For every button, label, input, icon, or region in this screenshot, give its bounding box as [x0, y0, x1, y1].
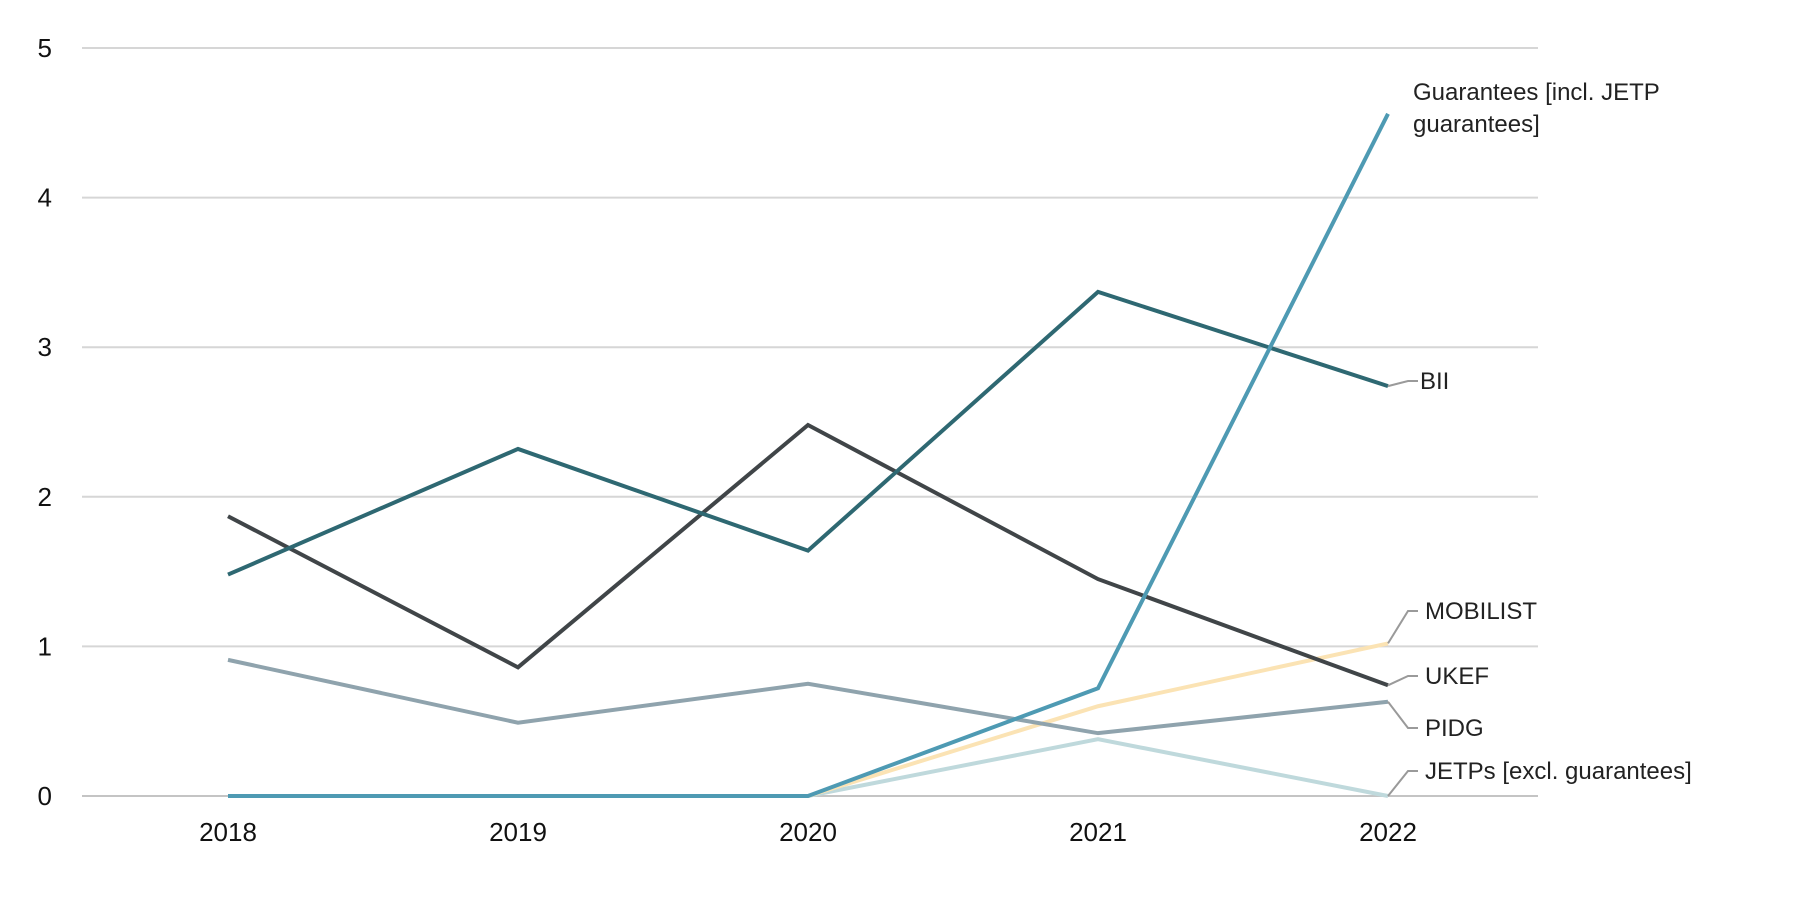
leader-line-bii [1387, 380, 1418, 388]
y-tick-label: 0 [38, 781, 52, 811]
x-tick-label: 2021 [1069, 817, 1127, 847]
x-tick-label: 2019 [489, 817, 547, 847]
leader-line-jetps-excl-guarantees [1387, 770, 1418, 797]
series-line-guarantees-incl-jetp-guarantees [228, 112, 1390, 798]
series-label-mobilist: MOBILIST [1425, 598, 1537, 625]
leader-line-pidg [1387, 701, 1418, 729]
series-labels: BII UKEF PIDG Guarantees [incl. JETP guarant… [1387, 79, 1692, 797]
gridlines [82, 47, 1538, 797]
series-line-pidg [227, 657, 1389, 736]
series-line-jetps-excl-guarantees [228, 737, 1389, 798]
x-tick-label: 2020 [779, 817, 837, 847]
y-axis: 0 1 2 3 4 5 [38, 33, 52, 811]
y-tick-label: 2 [38, 482, 52, 512]
x-tick-label: 2018 [199, 817, 257, 847]
series-line-bii [227, 289, 1389, 577]
x-tick-label: 2022 [1359, 817, 1417, 847]
leader-line-mobilist [1387, 610, 1418, 644]
series-label-ukef: UKEF [1425, 663, 1489, 690]
series-label-pidg: PIDG [1425, 715, 1484, 742]
y-tick-label: 5 [38, 33, 52, 63]
y-tick-label: 4 [38, 183, 52, 213]
series-label-jetps-excl-guarantees: JETPs [excl. guarantees] [1425, 758, 1692, 785]
y-tick-label: 3 [38, 332, 52, 362]
series-label-bii: BII [1420, 368, 1449, 395]
series-label-guarantees-incl-jetp-guarantees: Guarantees [incl. JETP [1413, 79, 1660, 106]
y-tick-label: 1 [38, 631, 52, 661]
series-label-guarantees-incl-jetp-guarantees: guarantees] [1413, 111, 1540, 138]
leader-line-ukef [1387, 675, 1418, 687]
x-axis: 2018 2019 2020 2021 2022 [199, 817, 1417, 847]
series-line-ukef [227, 422, 1389, 688]
series-lines [227, 112, 1390, 798]
